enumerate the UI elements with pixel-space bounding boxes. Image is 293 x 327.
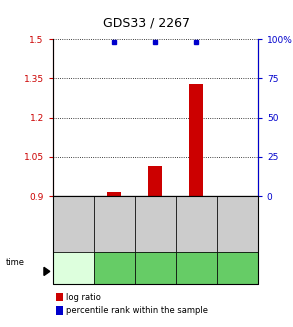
Text: minute: minute xyxy=(97,269,132,279)
Text: GSM914: GSM914 xyxy=(151,208,160,240)
Bar xyxy=(107,192,121,196)
Text: GDS33 / 2267: GDS33 / 2267 xyxy=(103,16,190,29)
Text: percentile rank within the sample: percentile rank within the sample xyxy=(66,306,208,315)
Text: GSM916: GSM916 xyxy=(233,208,242,240)
Text: 45: 45 xyxy=(190,257,202,267)
Text: GSM915: GSM915 xyxy=(192,208,201,240)
Text: 60: 60 xyxy=(231,257,243,267)
Bar xyxy=(148,166,162,196)
Text: minute: minute xyxy=(179,269,214,279)
Text: 15: 15 xyxy=(108,257,120,267)
Text: GSM908: GSM908 xyxy=(69,208,78,240)
Text: 5 minute: 5 minute xyxy=(59,266,87,271)
Polygon shape xyxy=(44,267,50,275)
Text: minute: minute xyxy=(138,269,173,279)
Text: time: time xyxy=(6,258,25,267)
Text: log ratio: log ratio xyxy=(66,293,101,302)
Text: 30: 30 xyxy=(149,257,161,267)
Bar xyxy=(189,84,204,196)
Text: minute: minute xyxy=(220,269,255,279)
Text: GSM913: GSM913 xyxy=(110,208,119,240)
